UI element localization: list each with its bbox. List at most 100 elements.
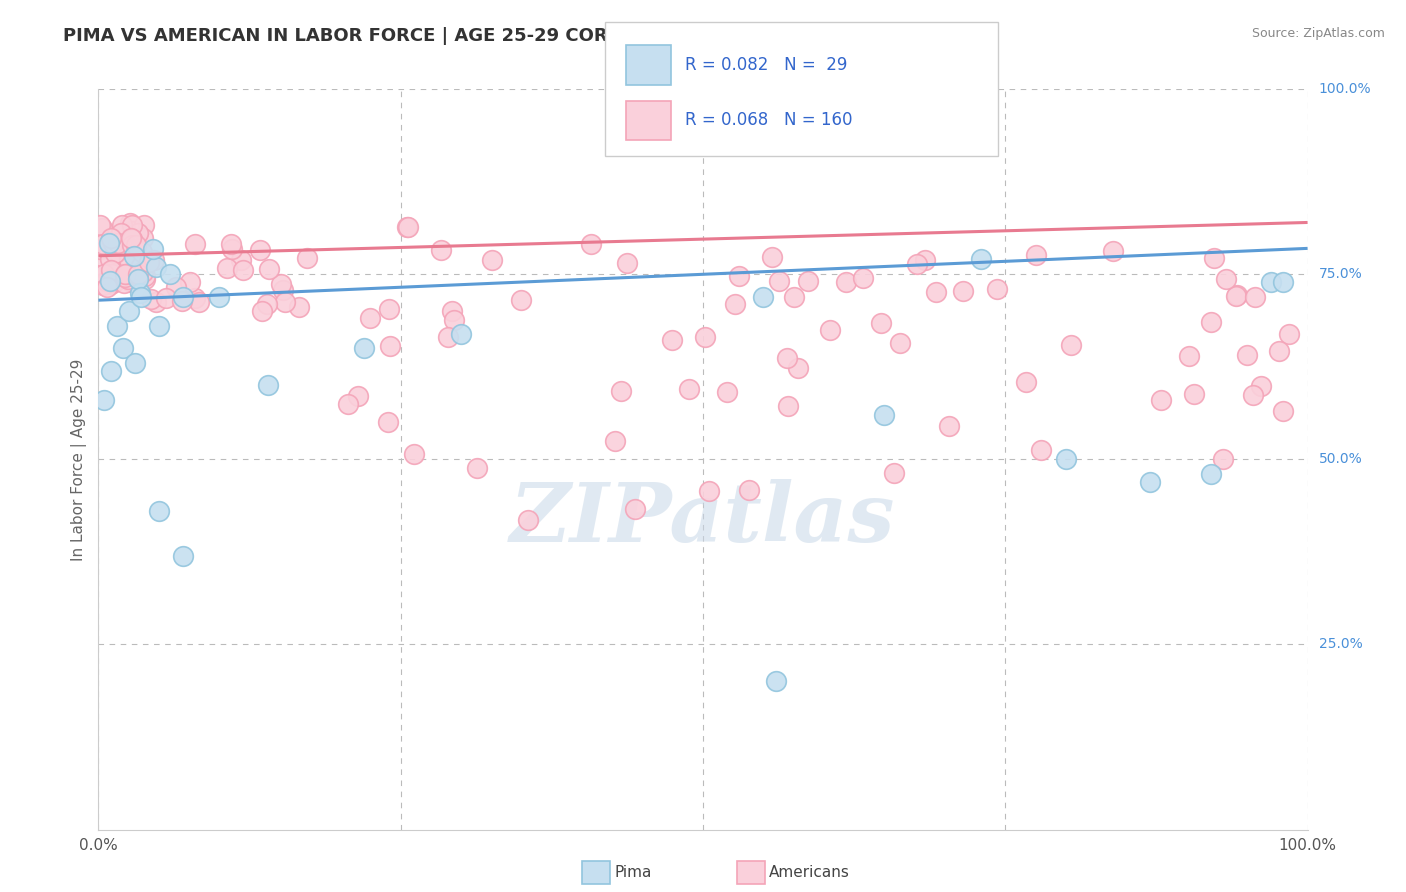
Point (510, 293, 533, 307)
Point (118, 217, 141, 231)
Point (870, 316, 893, 330)
Text: R = 0.082   N =  29: R = 0.082 N = 29 (685, 56, 846, 74)
Point (229, 252, 252, 267)
Point (91, 221, 114, 235)
Text: R = 0.068   N = 160: R = 0.068 N = 160 (685, 112, 852, 129)
Point (129, 258, 152, 272)
Point (100, 273, 122, 287)
Point (889, 335, 911, 350)
Point (1102, 244, 1125, 258)
Point (100, 267, 122, 281)
Point (91, 270, 114, 285)
Point (131, 245, 153, 260)
Point (129, 260, 152, 274)
Point (905, 257, 928, 271)
Point (970, 252, 993, 267)
Point (188, 294, 211, 309)
Point (129, 285, 152, 300)
Point (105, 266, 128, 280)
Point (852, 271, 875, 285)
Point (134, 272, 156, 286)
Point (125, 235, 148, 249)
Point (115, 267, 138, 281)
Point (89, 277, 111, 291)
Point (380, 339, 402, 353)
Point (256, 297, 278, 311)
Point (1025, 247, 1047, 261)
Point (1054, 452, 1077, 467)
Point (120, 275, 142, 289)
Point (623, 502, 645, 516)
Point (104, 245, 127, 260)
Point (172, 549, 194, 563)
Point (208, 289, 231, 303)
Point (716, 384, 738, 399)
Text: Source: ZipAtlas.com: Source: ZipAtlas.com (1251, 27, 1385, 40)
Point (94, 274, 117, 288)
Point (605, 434, 627, 448)
Point (1202, 251, 1225, 265)
Point (90, 268, 112, 283)
Point (138, 254, 160, 268)
Point (517, 513, 540, 527)
Point (124, 356, 146, 370)
Point (100, 231, 122, 245)
Point (125, 268, 148, 283)
Point (786, 361, 808, 376)
Point (134, 255, 156, 269)
Point (89, 218, 111, 232)
Point (797, 274, 820, 288)
Point (134, 218, 156, 232)
Point (465, 461, 488, 475)
Point (738, 483, 761, 498)
Point (132, 265, 155, 279)
Point (481, 252, 503, 267)
Point (139, 292, 162, 306)
Text: Americans: Americans (769, 865, 851, 880)
Point (165, 279, 187, 293)
Point (1278, 327, 1301, 342)
Point (114, 270, 136, 285)
Point (818, 322, 841, 336)
Point (270, 277, 292, 291)
Point (93, 393, 115, 408)
Point (1014, 375, 1036, 389)
Point (430, 244, 453, 258)
Point (142, 242, 165, 256)
Point (125, 237, 148, 252)
Point (100, 277, 122, 292)
Point (1260, 275, 1282, 289)
Point (183, 236, 205, 251)
Point (274, 294, 297, 309)
Point (1178, 349, 1201, 363)
Point (288, 301, 311, 315)
Point (148, 319, 170, 334)
Point (110, 226, 132, 240)
Point (778, 399, 800, 413)
Point (117, 272, 139, 286)
Point (90, 249, 112, 263)
Point (1225, 289, 1247, 303)
Point (727, 269, 749, 284)
Point (219, 236, 242, 251)
Point (337, 397, 360, 411)
Point (1215, 272, 1237, 286)
Point (142, 253, 165, 268)
Text: 100.0%: 100.0% (1319, 82, 1371, 96)
Point (127, 226, 149, 240)
Point (359, 310, 381, 325)
Point (443, 312, 465, 326)
Point (783, 290, 806, 304)
Point (1199, 467, 1222, 482)
Point (121, 237, 143, 252)
Point (91, 237, 114, 252)
Point (693, 330, 716, 344)
Point (121, 224, 143, 238)
Point (122, 249, 145, 263)
Point (1236, 348, 1258, 362)
Point (1244, 290, 1267, 304)
Point (1150, 392, 1173, 407)
Point (402, 447, 425, 461)
Point (118, 252, 141, 267)
Point (125, 245, 148, 260)
